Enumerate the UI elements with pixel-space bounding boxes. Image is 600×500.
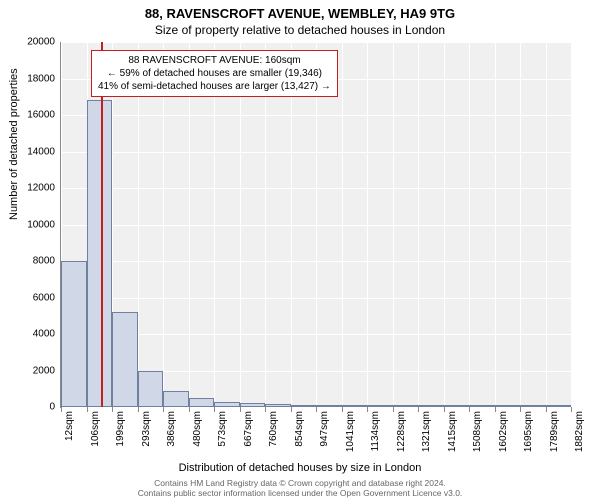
y-tick-label: 0 [49, 402, 61, 413]
histogram-bar [520, 405, 546, 407]
x-tick-label: 1508sqm [472, 407, 483, 452]
histogram-bar [61, 261, 87, 407]
histogram-bar [138, 371, 163, 408]
histogram-bar [444, 405, 469, 407]
x-tick-label: 1695sqm [523, 407, 534, 452]
x-tick-label: 386sqm [166, 407, 177, 447]
y-tick-label: 8000 [33, 256, 61, 267]
x-tick-mark [393, 407, 394, 412]
histogram-bar [291, 405, 316, 407]
x-tick-mark [61, 407, 62, 412]
histogram-bar [87, 100, 112, 407]
y-tick-label: 16000 [27, 110, 61, 121]
annotation-box: 88 RAVENSCROFT AVENUE: 160sqm ← 59% of d… [91, 50, 338, 97]
x-tick-mark [342, 407, 343, 412]
footer-line-2: Contains public sector information licen… [0, 488, 600, 498]
grid-line-vertical [571, 42, 572, 407]
histogram-bar [189, 398, 214, 407]
x-tick-mark [546, 407, 547, 412]
y-tick-label: 4000 [33, 329, 61, 340]
histogram-bar [342, 405, 367, 407]
y-axis-label: Number of detached properties [8, 68, 20, 220]
y-tick-label: 20000 [27, 37, 61, 48]
x-tick-label: 12sqm [64, 407, 75, 441]
histogram-bar [495, 405, 520, 407]
histogram-bar [418, 405, 444, 407]
x-tick-label: 573sqm [217, 407, 228, 447]
x-tick-mark [214, 407, 215, 412]
x-tick-label: 480sqm [192, 407, 203, 447]
x-tick-mark [112, 407, 113, 412]
x-tick-mark [291, 407, 292, 412]
y-tick-label: 6000 [33, 292, 61, 303]
histogram-bar [214, 402, 240, 407]
x-tick-label: 1415sqm [447, 407, 458, 452]
y-tick-label: 14000 [27, 146, 61, 157]
x-tick-mark [495, 407, 496, 412]
histogram-bar [240, 403, 265, 407]
x-tick-mark [87, 407, 88, 412]
x-tick-mark [163, 407, 164, 412]
x-tick-label: 667sqm [243, 407, 254, 447]
x-tick-label: 760sqm [268, 407, 279, 447]
x-tick-label: 1228sqm [396, 407, 407, 452]
x-tick-label: 1602sqm [498, 407, 509, 452]
x-axis-label: Distribution of detached houses by size … [0, 462, 600, 474]
grid-line-vertical [418, 42, 419, 407]
histogram-bar [393, 405, 418, 407]
histogram-bar [546, 405, 571, 407]
x-tick-mark [138, 407, 139, 412]
histogram-bar [469, 405, 495, 407]
footer-attribution: Contains HM Land Registry data © Crown c… [0, 478, 600, 498]
x-tick-label: 1041sqm [345, 407, 356, 452]
histogram-bar [112, 312, 138, 407]
y-tick-label: 10000 [27, 219, 61, 230]
x-tick-mark [469, 407, 470, 412]
grid-line-vertical [367, 42, 368, 407]
grid-line-vertical [469, 42, 470, 407]
x-tick-label: 1882sqm [574, 407, 585, 452]
y-tick-label: 12000 [27, 183, 61, 194]
annotation-line-2: ← 59% of detached houses are smaller (19… [98, 67, 331, 80]
annotation-line-1: 88 RAVENSCROFT AVENUE: 160sqm [98, 54, 331, 67]
x-tick-label: 947sqm [319, 407, 330, 447]
chart-subtitle: Size of property relative to detached ho… [0, 23, 600, 37]
x-tick-mark [240, 407, 241, 412]
x-tick-mark [444, 407, 445, 412]
x-tick-label: 854sqm [294, 407, 305, 447]
annotation-line-3: 41% of semi-detached houses are larger (… [98, 80, 331, 93]
x-tick-mark [189, 407, 190, 412]
y-tick-label: 2000 [33, 365, 61, 376]
grid-line-vertical [546, 42, 547, 407]
histogram-bar [163, 391, 189, 407]
x-tick-label: 293sqm [141, 407, 152, 447]
x-tick-label: 1321sqm [421, 407, 432, 452]
y-tick-label: 18000 [27, 73, 61, 84]
x-tick-label: 1789sqm [549, 407, 560, 452]
x-tick-mark [367, 407, 368, 412]
x-tick-label: 199sqm [115, 407, 126, 447]
histogram-bar [316, 405, 342, 407]
footer-line-1: Contains HM Land Registry data © Crown c… [0, 478, 600, 488]
x-tick-mark [316, 407, 317, 412]
x-tick-label: 1134sqm [370, 407, 381, 451]
x-tick-mark [418, 407, 419, 412]
histogram-bar [367, 405, 393, 407]
grid-line-vertical [444, 42, 445, 407]
x-tick-mark [265, 407, 266, 412]
x-tick-mark [520, 407, 521, 412]
grid-line-vertical [495, 42, 496, 407]
chart-title: 88, RAVENSCROFT AVENUE, WEMBLEY, HA9 9TG [0, 0, 600, 21]
grid-line-vertical [393, 42, 394, 407]
plot-area: 0200040006000800010000120001400016000180… [60, 42, 571, 408]
grid-line-vertical [520, 42, 521, 407]
x-tick-mark [571, 407, 572, 412]
grid-line-vertical [342, 42, 343, 407]
histogram-bar [265, 404, 291, 407]
x-tick-label: 106sqm [90, 407, 101, 447]
